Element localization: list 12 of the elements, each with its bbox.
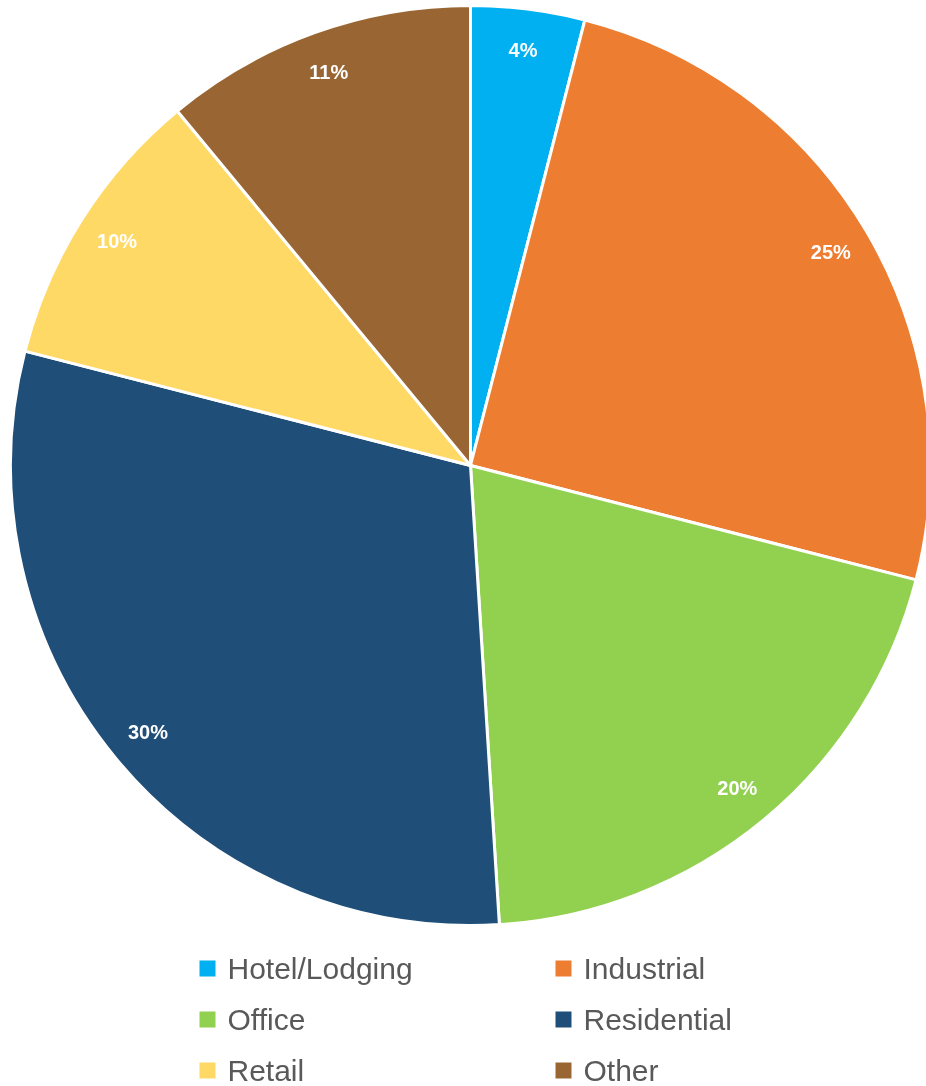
data-label: 10% xyxy=(97,230,138,253)
data-label: 30% xyxy=(127,721,169,744)
legend-label: Residential xyxy=(583,1003,732,1036)
legend-label: Office xyxy=(227,1003,306,1036)
legend-label: Hotel/Lodging xyxy=(227,952,413,985)
data-label: 25% xyxy=(810,241,852,264)
data-label: 4% xyxy=(508,39,538,62)
legend-label: Other xyxy=(583,1054,659,1086)
data-label: 11% xyxy=(309,60,349,83)
legend-label: Retail xyxy=(227,1054,305,1086)
data-label: 20% xyxy=(717,777,758,800)
legend-label: Industrial xyxy=(583,952,706,985)
